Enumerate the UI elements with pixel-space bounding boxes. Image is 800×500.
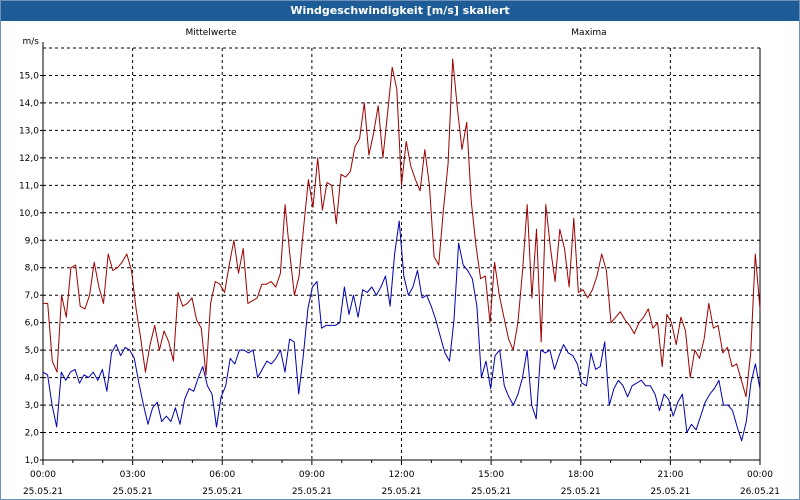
grid: [43, 47, 760, 460]
y-tick-labels: 1,0 2,0 3,0 4,0 5,0 6,0 7,0 8,0 9,0 10,0 11,0 12,0 1…: [19, 71, 39, 466]
x-tick-date: 25.05.21: [471, 487, 511, 497]
x-tick-date: 25.05.21: [381, 487, 421, 497]
x-tick-date: 25.05.21: [202, 487, 242, 497]
x-tick-time: 15:00: [478, 470, 504, 480]
legend-mittelwerte: Mittelwerte: [185, 28, 236, 38]
x-tick-time: 12:00: [389, 470, 415, 480]
y-tick-label: 10,0: [19, 209, 39, 219]
x-tick-time: 03:00: [120, 470, 146, 480]
series-line-mittelwerte: [42, 220, 761, 442]
y-tick-label: 1,0: [25, 456, 40, 466]
series-lines: [42, 58, 761, 442]
y-tick-label: 5,0: [25, 346, 40, 356]
y-tick-label: 14,0: [19, 99, 39, 109]
x-tick-date: 25.05.21: [113, 487, 153, 497]
legend-maxima: Maxima: [571, 28, 606, 38]
x-tick-labels: 00:00 25.05.21 03:00 25.05.21 06:00 25.05.21 0…: [23, 470, 780, 497]
x-tick-time: 18:00: [568, 470, 594, 480]
y-tick-label: 11,0: [19, 181, 39, 191]
x-tick-time: 00:00: [747, 470, 773, 480]
y-tick-label: 15,0: [19, 71, 39, 81]
series-line-maxima: [43, 58, 761, 398]
y-tick-label: 2,0: [25, 429, 40, 439]
y-axis-label: m/s: [23, 37, 40, 47]
axes: [40, 42, 761, 465]
y-tick-label: 12,0: [19, 154, 39, 164]
x-tick-time: 21:00: [657, 470, 683, 480]
y-tick-label: 4,0: [25, 374, 40, 384]
x-tick-date: 26.05.21: [740, 487, 780, 497]
x-tick-time: 09:00: [299, 470, 325, 480]
x-tick-time: 06:00: [209, 470, 235, 480]
y-tick-label: 9,0: [25, 236, 40, 246]
x-tick-time: 00:00: [30, 470, 56, 480]
y-tick-label: 13,0: [19, 126, 39, 136]
y-tick-label: 3,0: [25, 401, 40, 411]
y-tick-label: 7,0: [25, 291, 40, 301]
window-title: Windgeschwindigkeit [m/s] skaliert: [1, 1, 799, 21]
x-tick-date: 25.05.21: [292, 487, 332, 497]
y-tick-label: 6,0: [25, 319, 40, 329]
y-tick-label: 8,0: [25, 264, 40, 274]
x-tick-date: 25.05.21: [561, 487, 601, 497]
x-tick-date: 25.05.21: [23, 487, 63, 497]
wind-chart: 1,0 2,0 3,0 4,0 5,0 6,0 7,0 8,0 9,0 10,0 11,0 12,0 1…: [19, 28, 780, 497]
x-tick-date: 25.05.21: [650, 487, 690, 497]
